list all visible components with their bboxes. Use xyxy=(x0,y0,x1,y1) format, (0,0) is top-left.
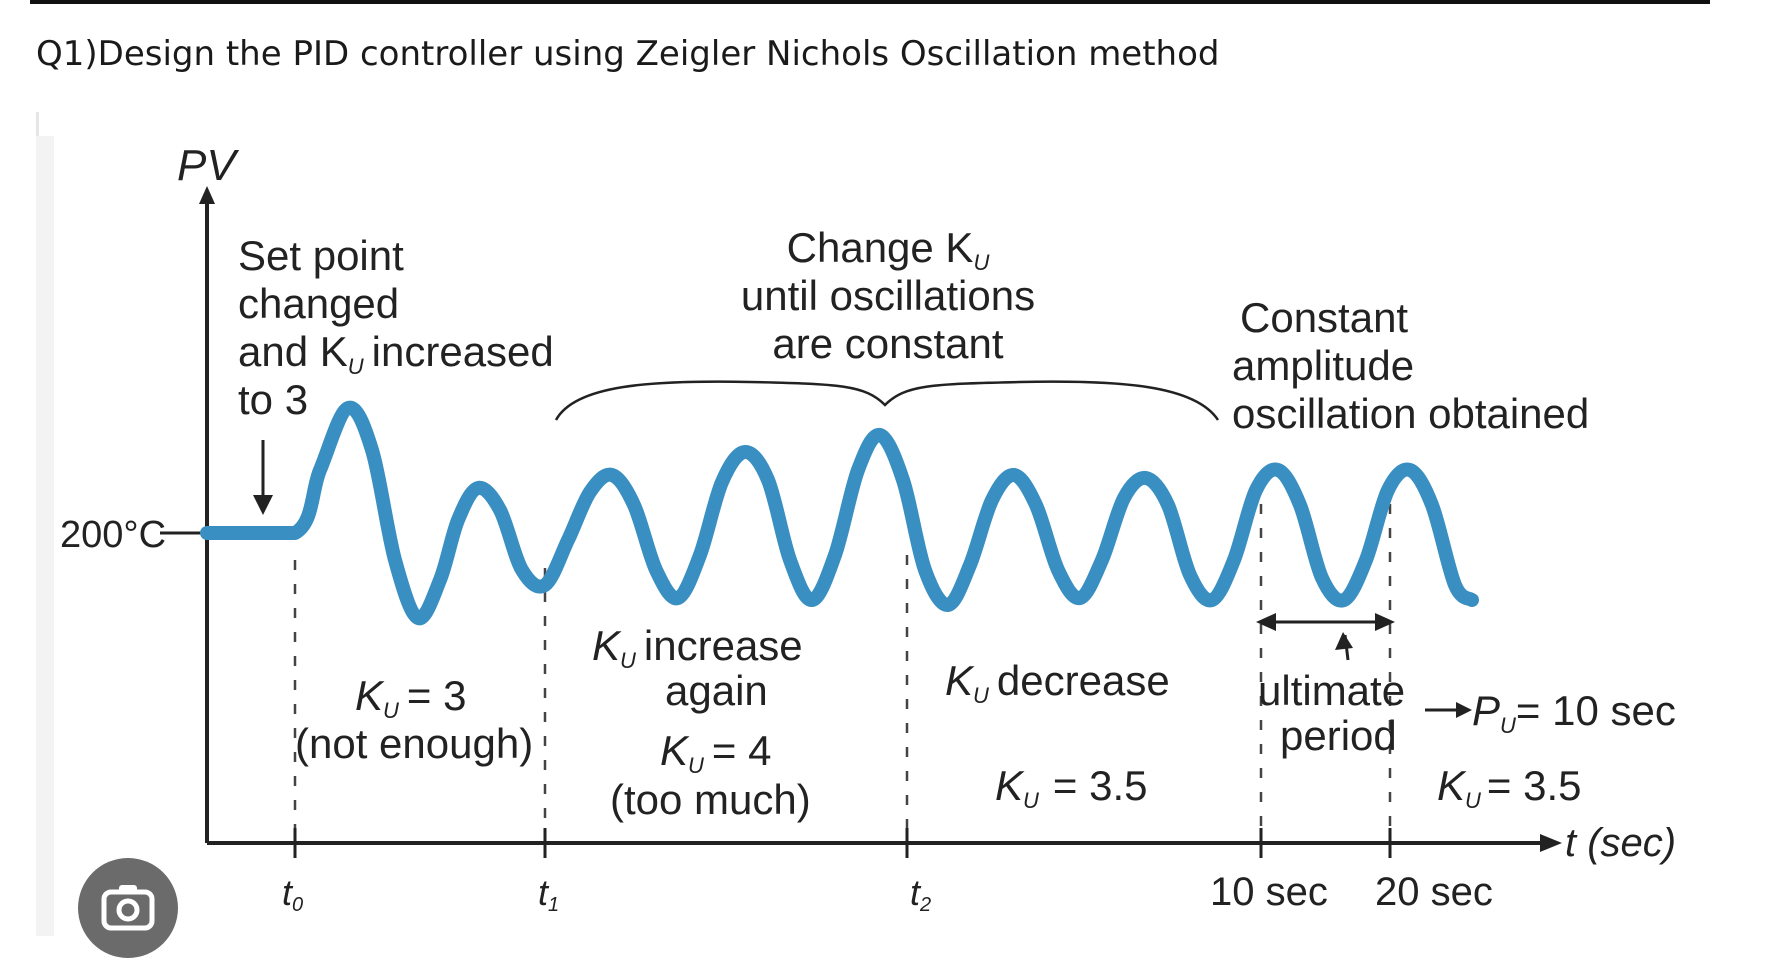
camera-search-button[interactable] xyxy=(78,858,178,958)
x-axis-label: t (sec) xyxy=(1565,821,1676,865)
panel-shade xyxy=(36,136,54,936)
svg-text:oscillation obtained: oscillation obtained xyxy=(1232,390,1589,437)
svg-text:KU= 4: KU = 4 xyxy=(660,727,771,778)
pu-arrow-head-icon xyxy=(1456,702,1472,718)
tick-t2: t2 xyxy=(910,872,931,916)
pv-signal-curve xyxy=(200,400,1479,626)
x-axis-arrow-icon xyxy=(1540,834,1562,852)
svg-text:KU= 3.5: KU = 3.5 xyxy=(995,762,1148,813)
svg-text:ultimate: ultimate xyxy=(1258,667,1405,714)
tick-t1: t1 xyxy=(538,872,559,916)
svg-text:period: period xyxy=(1280,712,1397,759)
segment-3-note: KU decrease KU = 3.5 xyxy=(945,657,1170,813)
svg-text:(not enough): (not enough) xyxy=(295,720,533,767)
set-point-note: Set point changed and KU increased to 3 xyxy=(238,232,554,423)
svg-text:(too much): (too much) xyxy=(610,776,811,823)
change-ku-note: Change KU until oscillations are constan… xyxy=(741,224,1035,367)
svg-text:Constant: Constant xyxy=(1240,294,1408,341)
tick-20sec: 20 sec xyxy=(1375,870,1493,914)
diagram-panel xyxy=(36,112,1699,934)
ku-value: KU = 3.5 xyxy=(1437,762,1582,813)
svg-text:Change KU: Change KU xyxy=(787,224,990,275)
question-title: Q1)Design the PID controller using Zeigl… xyxy=(36,34,1220,74)
y-axis-arrow-icon xyxy=(199,186,215,204)
svg-text:until oscillations: until oscillations xyxy=(741,272,1035,319)
segment-1-note: KU = 3 (not enough) xyxy=(295,672,533,767)
y-axis-label: PV xyxy=(177,141,239,190)
period-right-arrow-icon xyxy=(1375,613,1395,631)
x-ticks xyxy=(293,828,1392,858)
camera-search-icon xyxy=(101,885,155,931)
curly-brace xyxy=(554,380,1220,421)
period-pointer-head-icon xyxy=(1335,632,1353,650)
svg-text:are constant: are constant xyxy=(772,320,1003,367)
svg-text:changed: changed xyxy=(238,280,399,327)
svg-text:again: again xyxy=(665,667,768,714)
svg-text:to 3: to 3 xyxy=(238,376,308,423)
pu-value: PU= 10 sec xyxy=(1472,687,1676,738)
constant-amplitude-note: Constant amplitude oscillation obtained xyxy=(1232,294,1589,437)
segment-2-note: KU increase again KU = 4 (too much) xyxy=(592,622,811,823)
set-point-arrow-head-icon xyxy=(253,495,273,515)
ultimate-period-note: ultimate period xyxy=(1258,667,1405,759)
top-border xyxy=(30,0,1710,4)
tick-10sec: 10 sec xyxy=(1210,870,1328,914)
x-axis-label-text: t (sec) xyxy=(1565,821,1676,865)
period-left-arrow-icon xyxy=(1256,613,1276,631)
dashed-guides xyxy=(293,480,1392,828)
svg-text:amplitude: amplitude xyxy=(1232,342,1414,389)
tick-t0: t0 xyxy=(282,872,303,916)
setpoint-label: 200°C xyxy=(60,514,166,556)
svg-text:KU= 3: KU = 3 xyxy=(355,672,466,723)
svg-text:Set point: Set point xyxy=(238,232,404,279)
